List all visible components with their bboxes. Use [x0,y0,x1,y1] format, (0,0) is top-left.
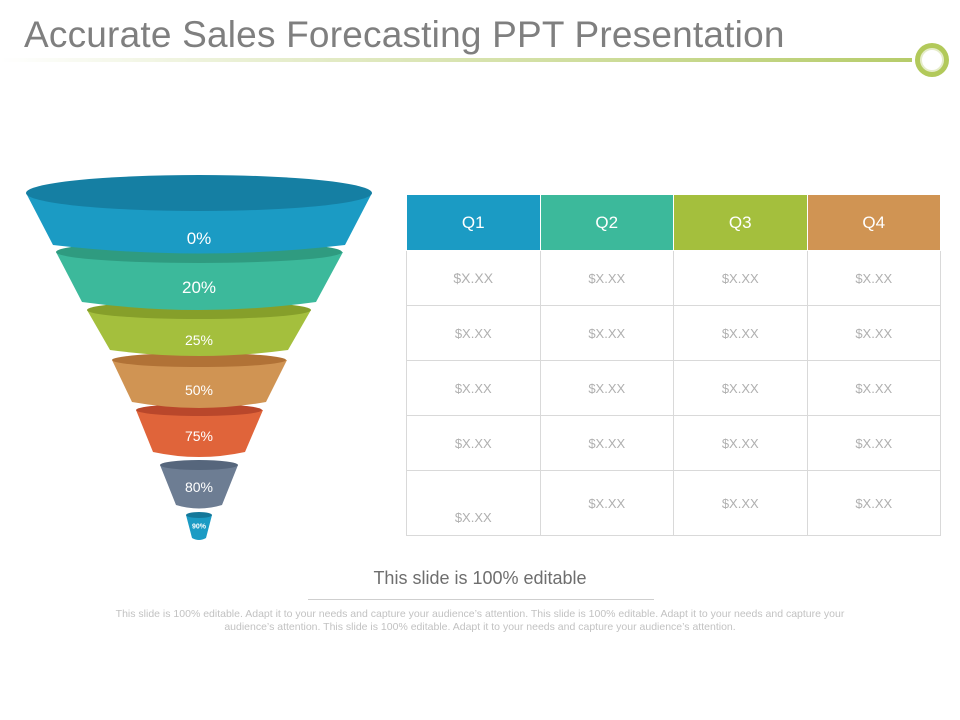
table-row: $X.XX $X.XX $X.XX $X.XX [406,360,941,416]
funnel-label-7: 90% [191,523,207,531]
table-cell: $X.XX [673,470,808,536]
table-cell: $X.XX [406,360,541,416]
table-row: $X.XX $X.XX $X.XX $X.XX [406,305,941,361]
forecast-table: Q1 Q2 Q3 Q4 $X.XX $X.XX $X.XX $X.XX $X.X… [406,194,941,536]
funnel-layer-1 [26,175,372,254]
table-cell: $X.XX [806,360,941,416]
note-body: This slide is 100% editable. Adapt it to… [115,608,845,633]
table-cell: $X.XX [673,250,808,306]
table-cell: $X.XX [406,470,541,536]
funnel-label-2: 20% [181,278,217,297]
table-cell: $X.XX [539,470,674,536]
header-q1: Q1 [406,194,541,251]
funnel-layer-6 [160,460,238,509]
note-divider [308,599,654,600]
funnel-layer-5 [136,404,263,457]
table-row: $X.XX $X.XX $X.XX $X.XX [406,415,941,471]
funnel-layer-7 [186,512,212,540]
header-q4: Q4 [806,194,941,251]
table-cell: $X.XX [539,360,674,416]
table-header-row: Q1 Q2 Q3 Q4 [406,194,941,251]
table-cell: $X.XX [406,415,541,471]
slide-title: Accurate Sales Forecasting PPT Presentat… [24,14,785,55]
funnel-label-3: 25% [184,332,214,348]
table-cell: $X.XX [539,305,674,361]
table-cell: $X.XX [406,305,541,361]
table-row: $X.XX $X.XX $X.XX $X.XX [406,250,941,306]
sales-funnel: 0% 20% 25% 50% 75% 80% 90% [0,0,400,720]
table-row: $X.XX $X.XX $X.XX $X.XX [406,470,941,536]
table-cell: $X.XX [539,415,674,471]
table-cell: $X.XX [406,250,541,306]
table-cell: $X.XX [806,415,941,471]
funnel-label-1: 0% [186,229,212,248]
header-q3: Q3 [673,194,808,251]
table-cell: $X.XX [673,305,808,361]
funnel-label-4: 50% [184,382,214,398]
funnel-layer-4 [112,353,287,408]
funnel-label-6: 80% [184,479,214,495]
title-underline [0,43,949,77]
table-cell: $X.XX [673,415,808,471]
funnel-label-5: 75% [184,428,214,444]
table-cell: $X.XX [806,470,941,536]
table-cell: $X.XX [673,360,808,416]
note-heading: This slide is 100% editable [373,568,587,588]
header-q2: Q2 [539,194,674,251]
table-cell: $X.XX [806,250,941,306]
table-cell: $X.XX [539,250,674,306]
table-cell: $X.XX [806,305,941,361]
